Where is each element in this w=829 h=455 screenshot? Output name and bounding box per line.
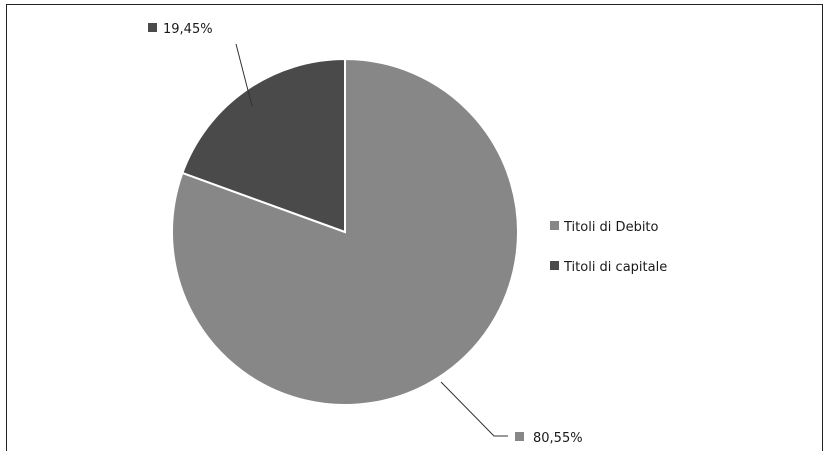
data-label-capitale-text: 19,45% bbox=[163, 22, 213, 37]
leader-line-capitale bbox=[235, 43, 253, 107]
legend-item-debito: Titoli di Debito bbox=[550, 220, 659, 235]
data-label-debito-text: 80,55% bbox=[533, 431, 583, 446]
legend-item-capitale: Titoli di capitale bbox=[550, 260, 667, 275]
leader-lines bbox=[235, 43, 508, 437]
legend-label-capitale: Titoli di capitale bbox=[563, 260, 667, 275]
leader-line-debito bbox=[440, 381, 508, 437]
legend-swatch-capitale bbox=[550, 261, 559, 270]
legend: Titoli di Debito Titoli di capitale bbox=[550, 220, 667, 275]
data-label-capitale-swatch bbox=[148, 23, 157, 32]
data-label-debito-swatch bbox=[515, 432, 524, 441]
legend-label-debito: Titoli di Debito bbox=[563, 220, 659, 235]
pie-slice-capitale bbox=[181, 57, 346, 234]
data-label-capitale: 19,45% bbox=[148, 22, 213, 37]
slices-layer bbox=[171, 57, 519, 406]
data-label-debito: 80,55% bbox=[515, 431, 583, 446]
legend-swatch-debito bbox=[550, 221, 559, 230]
